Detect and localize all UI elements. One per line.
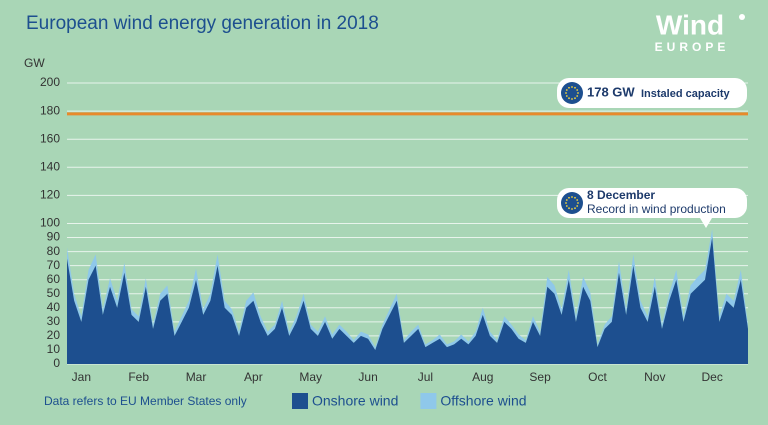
legend-label: Onshore wind <box>312 393 398 409</box>
y-tick-label: 10 <box>47 342 61 356</box>
y-axis-label: GW <box>24 56 45 70</box>
x-tick-label: Aug <box>472 370 493 384</box>
y-tick-label: 160 <box>40 131 60 145</box>
chart-title: European wind energy generation in 2018 <box>26 13 379 34</box>
record-callout-star <box>577 202 579 204</box>
capacity-callout-star <box>576 89 579 91</box>
record-callout-star <box>576 205 579 207</box>
x-tick-label: Jan <box>72 370 91 384</box>
legend-swatch <box>420 393 437 409</box>
logo-sub: EUROPE <box>655 40 730 54</box>
x-tick-label: May <box>299 370 322 384</box>
record-pointer <box>700 218 712 228</box>
capacity-callout-star <box>574 86 576 89</box>
record-callout-star <box>565 202 567 204</box>
record-callout-star <box>571 196 573 198</box>
record-callout-star <box>576 199 579 201</box>
y-tick-label: 60 <box>47 272 61 286</box>
x-tick-label: Nov <box>644 370 665 384</box>
y-tick-label: 120 <box>40 188 60 202</box>
y-tick-label: 80 <box>47 244 61 258</box>
capacity-callout-star <box>565 92 567 94</box>
y-tick-label: 0 <box>53 356 60 370</box>
record-callout-star <box>574 196 576 199</box>
footnote: Data refers to EU Member States only <box>44 394 247 408</box>
x-tick-label: Jun <box>358 370 377 384</box>
capacity-label: 178 GW <box>587 84 635 99</box>
x-tick-label: Oct <box>588 370 607 384</box>
y-tick-label: 180 <box>40 103 60 117</box>
legend-label: Offshore wind <box>440 393 526 409</box>
y-tick-label: 200 <box>40 75 60 89</box>
capacity-callout-star <box>571 86 573 88</box>
capacity-text: Instaled capacity <box>641 88 731 100</box>
y-tick-label: 40 <box>47 300 61 314</box>
x-tick-label: Mar <box>186 370 207 384</box>
record-callout-star <box>568 207 570 210</box>
x-tick-label: Dec <box>701 370 722 384</box>
logo-dot <box>739 14 745 20</box>
record-callout-star <box>565 199 568 201</box>
capacity-callout-icon <box>561 82 583 104</box>
x-tick-label: Jul <box>418 370 433 384</box>
y-tick-label: 140 <box>40 159 60 173</box>
record-title: 8 December <box>587 188 655 202</box>
capacity-callout-star <box>565 89 568 91</box>
y-tick-label: 30 <box>47 314 61 328</box>
record-callout-star <box>565 205 568 207</box>
y-tick-label: 20 <box>47 328 61 342</box>
record-callout-star <box>571 208 573 210</box>
x-tick-label: Apr <box>244 370 263 384</box>
record-callout-box <box>557 188 747 218</box>
record-callout-star <box>574 207 576 210</box>
capacity-callout-star <box>576 95 579 97</box>
y-tick-label: 50 <box>47 286 61 300</box>
x-tick-label: Feb <box>128 370 149 384</box>
capacity-callout-box <box>557 78 747 108</box>
y-tick-label: 90 <box>47 230 61 244</box>
x-tick-label: Sep <box>529 370 551 384</box>
capacity-callout-star <box>568 97 570 100</box>
area-0 <box>67 237 748 364</box>
legend-swatch <box>292 393 308 409</box>
capacity-callout-star <box>568 86 570 89</box>
y-tick-label: 100 <box>40 216 60 230</box>
capacity-callout-star <box>565 95 568 97</box>
logo: Wind <box>656 9 724 40</box>
record-callout-star <box>568 196 570 199</box>
y-tick-label: 70 <box>47 258 61 272</box>
record-text: Record in wind production <box>587 202 726 216</box>
capacity-callout-star <box>577 92 579 94</box>
capacity-callout-star <box>571 98 573 100</box>
capacity-callout-star <box>574 97 576 100</box>
record-callout-icon <box>561 192 583 214</box>
